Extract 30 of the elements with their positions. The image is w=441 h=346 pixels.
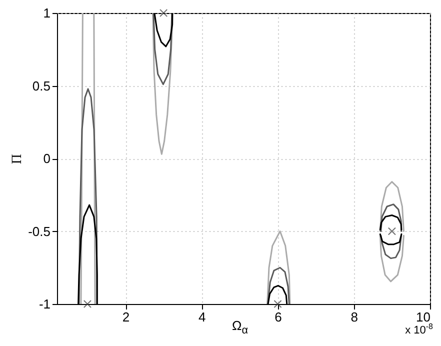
point [388,227,396,236]
x-axis-title: Ω$_{α}$ [232,318,248,337]
line-series [152,13,173,86]
x-tick-label: 8 [350,310,358,324]
line-series [93,13,96,304]
x-tick-label: 10 [416,310,430,324]
point [83,300,92,308]
line-series [379,214,402,231]
line-series [379,234,404,282]
x-tick-label: 2 [122,310,130,324]
y-tick-label: -0.5 [28,224,50,239]
y-tick-label: 0 [43,151,50,166]
x-tick-label: 4 [198,310,206,324]
line-series [379,233,402,246]
line-series [267,266,290,304]
line-series [152,13,174,155]
line-series [380,204,402,232]
line-series [80,13,84,304]
axis-multiplier: x 10$^{-8}$ [405,322,433,337]
point [274,300,282,308]
y-tick-label: 1 [43,6,50,20]
line-series [379,181,404,232]
y-tick-label: -1 [38,296,50,312]
line-series [78,88,98,304]
line-series [266,230,291,304]
point [160,8,168,18]
x-tick-label: 6 [274,310,282,324]
y-tick-label: 0.5 [32,78,50,94]
line-series [380,234,402,260]
y-axis-title: Π [10,154,26,164]
